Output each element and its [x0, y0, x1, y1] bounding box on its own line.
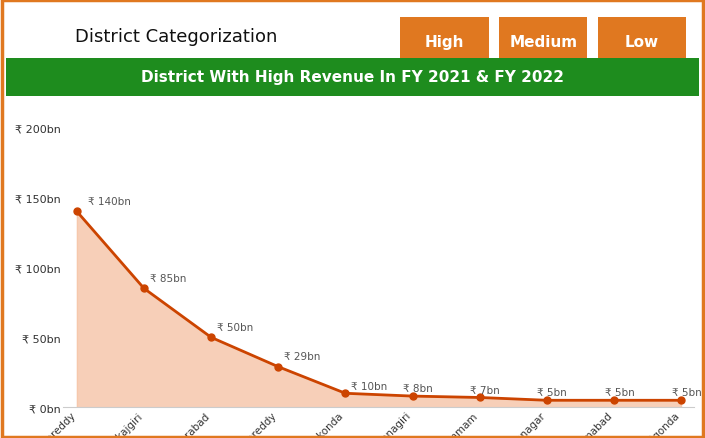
- Text: ₹ 29bn: ₹ 29bn: [284, 351, 320, 361]
- Text: ₹ 85bn: ₹ 85bn: [149, 273, 186, 283]
- Text: District With High Revenue In FY 2021 & FY 2022: District With High Revenue In FY 2021 & …: [141, 70, 564, 85]
- Text: ₹ 5bn: ₹ 5bn: [605, 388, 634, 398]
- Text: ₹ 7bn: ₹ 7bn: [470, 385, 500, 395]
- Text: ₹ 140bn: ₹ 140bn: [88, 197, 131, 206]
- Text: ₹ 10bn: ₹ 10bn: [351, 381, 387, 391]
- Text: Low: Low: [625, 35, 659, 50]
- Text: Medium: Medium: [509, 35, 577, 50]
- Text: High: High: [424, 35, 465, 50]
- Text: ₹ 8bn: ₹ 8bn: [403, 383, 433, 393]
- Text: ₹ 5bn: ₹ 5bn: [537, 388, 568, 398]
- Text: ₹ 50bn: ₹ 50bn: [216, 322, 253, 332]
- Text: District Categorization: District Categorization: [75, 28, 278, 46]
- Text: ₹ 5bn: ₹ 5bn: [672, 388, 701, 398]
